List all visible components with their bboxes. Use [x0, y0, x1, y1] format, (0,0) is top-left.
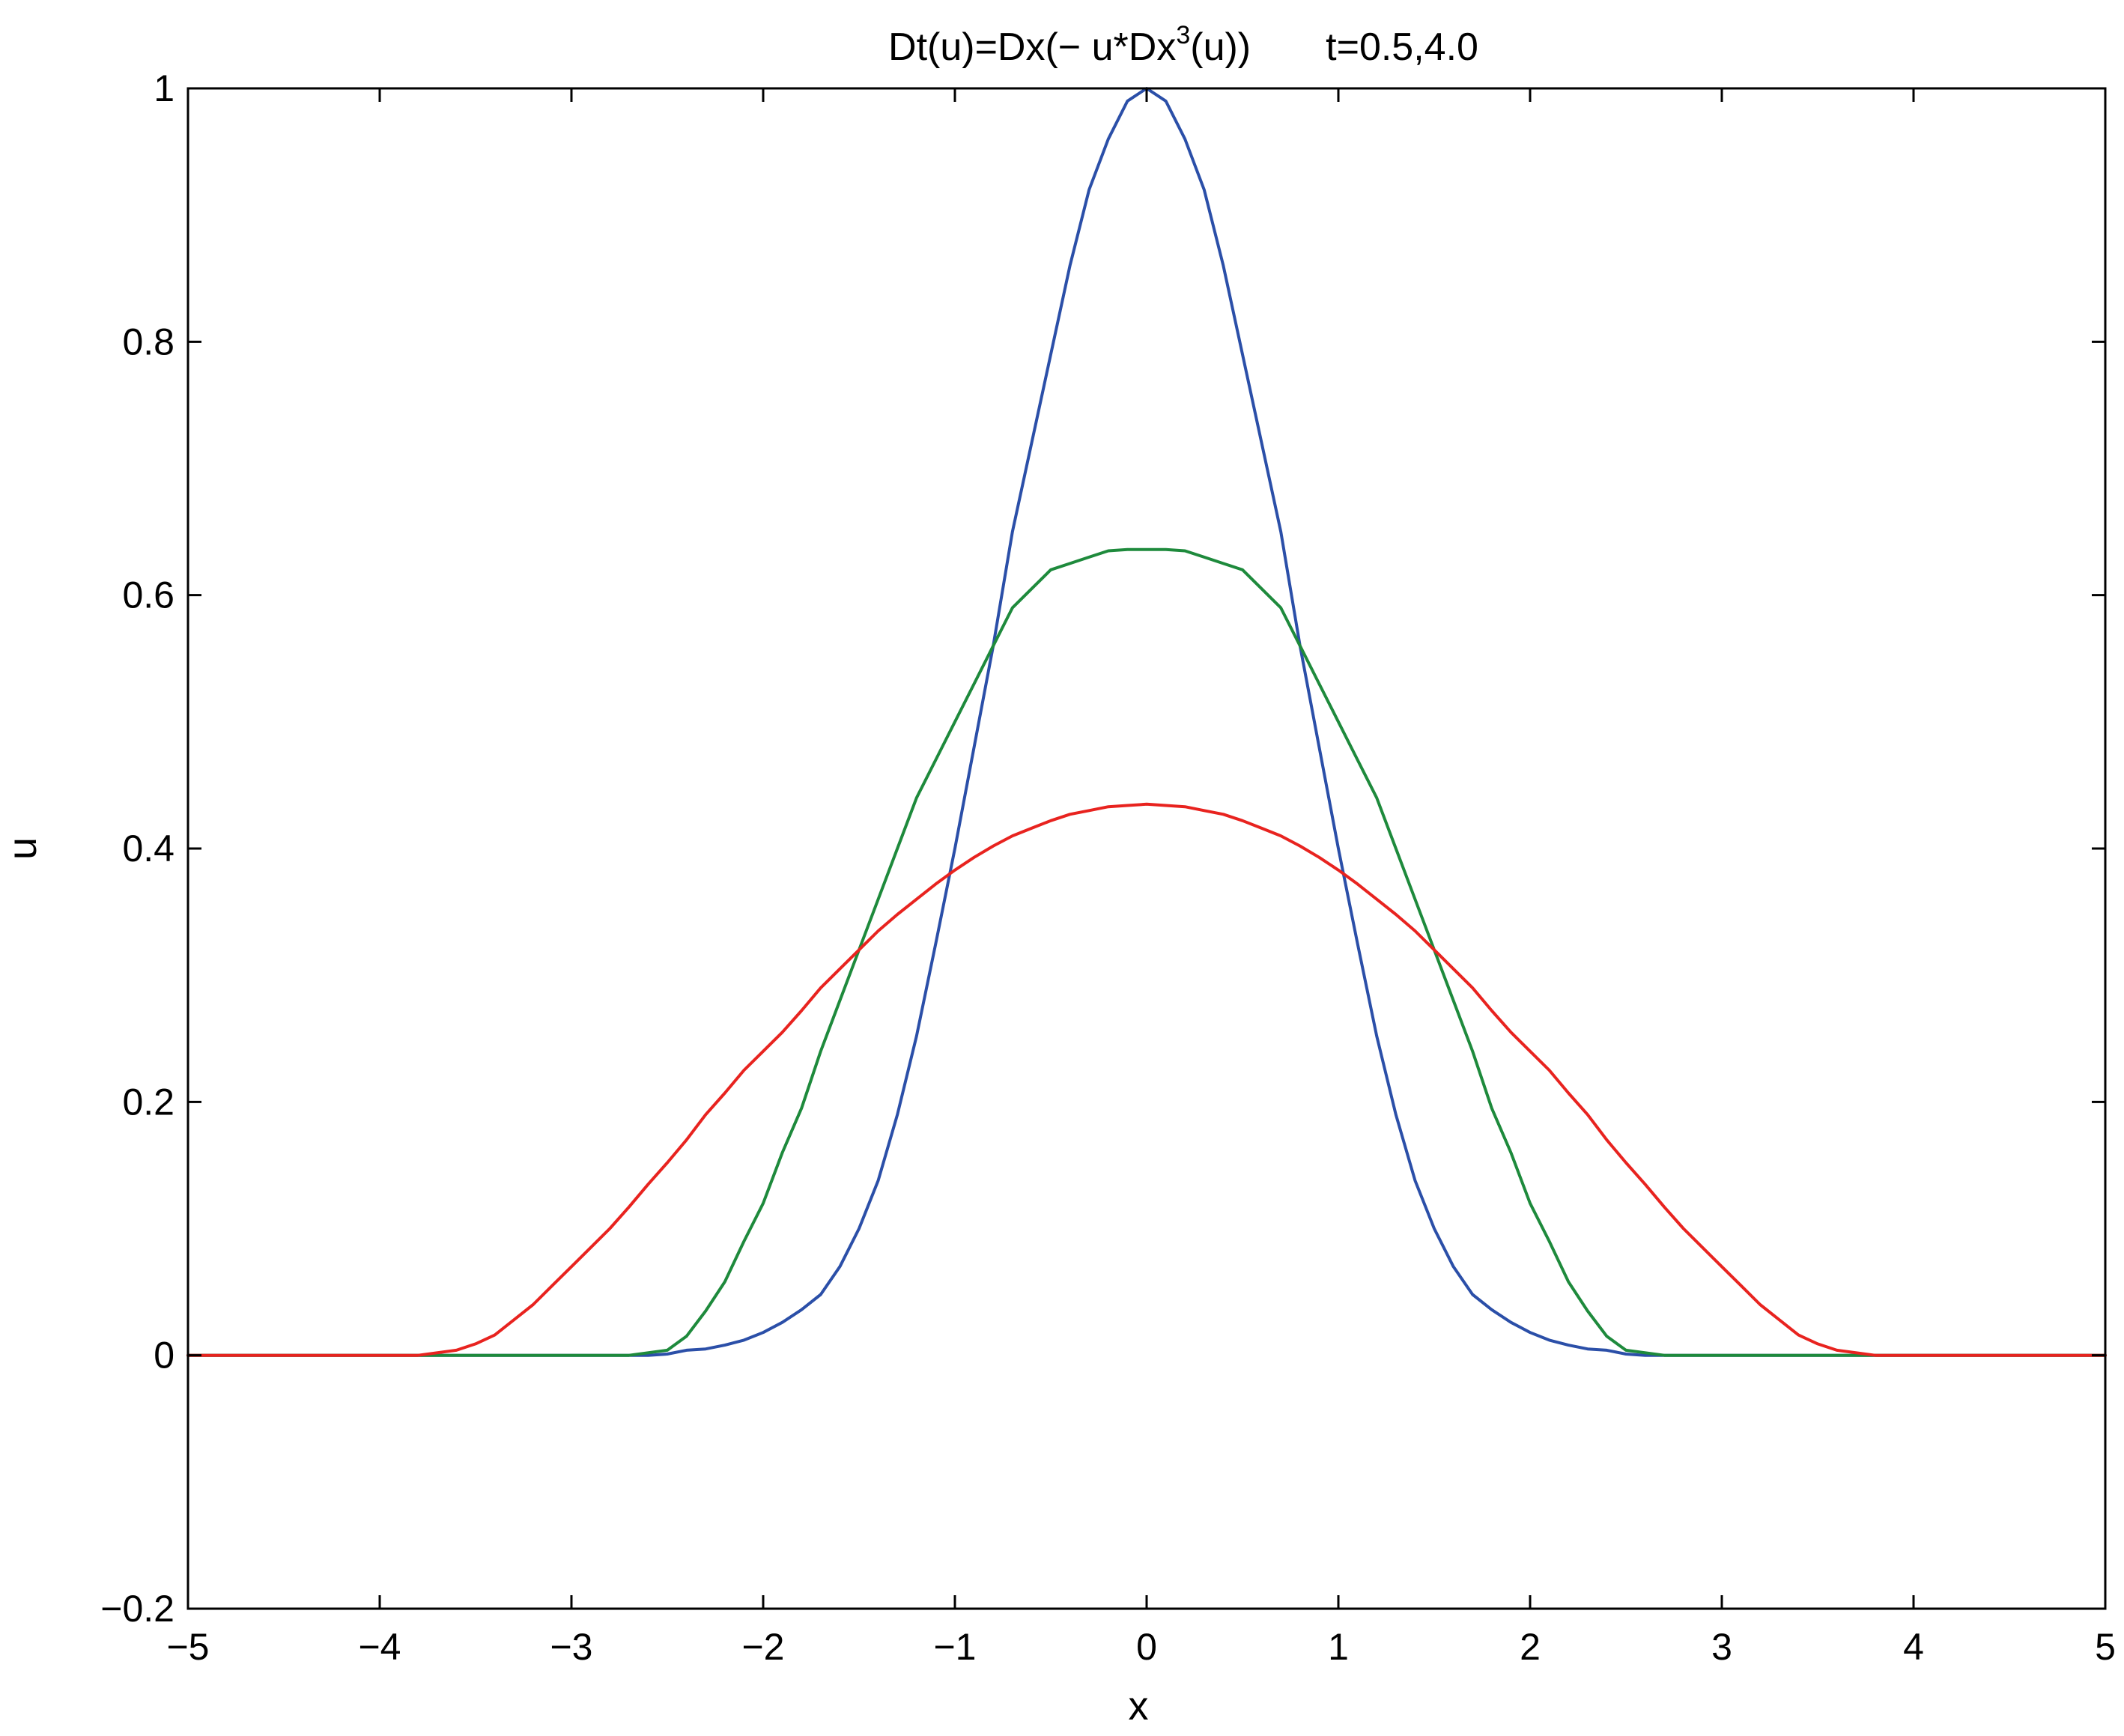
x-tick-label: −4 — [358, 1626, 401, 1668]
x-tick-label: 3 — [1711, 1626, 1732, 1668]
x-axis-label: x — [1129, 1684, 1149, 1729]
y-tick-label: 0 — [154, 1335, 175, 1377]
y-axis-label: u — [0, 837, 45, 860]
x-tick-label: 5 — [2095, 1626, 2116, 1668]
y-tick-label: 0.6 — [122, 574, 175, 616]
y-tick-label: 1 — [154, 67, 175, 109]
plot-frame — [186, 87, 2107, 1610]
y-tick-label: 0.2 — [122, 1081, 175, 1123]
x-tick-label: −3 — [550, 1626, 592, 1668]
x-tick-label: 4 — [1903, 1626, 1924, 1668]
chart-title-superscript: 3 — [1176, 21, 1190, 49]
y-tick-label: −0.2 — [100, 1588, 175, 1630]
x-tick-label: −1 — [933, 1626, 976, 1668]
chart-title: Dt(u)=Dx(− u*Dx3(u)) t=0.5,4.0 — [888, 21, 1478, 69]
series-line-2 — [186, 547, 2107, 1357]
x-tick-label: 1 — [1328, 1626, 1349, 1668]
x-tick-label: −5 — [166, 1626, 209, 1668]
x-tick-label: 0 — [1136, 1626, 1157, 1668]
y-tick-label: 0.8 — [122, 321, 175, 362]
x-tick-label: −2 — [741, 1626, 784, 1668]
tick-layer: −5 −4 −3 −2 −1 0 1 2 3 4 5 −0.2 0 0.2 0.4 0.6 0.8 1 — [100, 67, 2116, 1668]
x-tick-label: 2 — [1520, 1626, 1541, 1668]
y-tick-label: 0.4 — [122, 828, 175, 869]
series-line-3 — [186, 802, 2107, 1357]
chart-title-tail: (u)) — [1190, 25, 1251, 69]
chart-title-main: Dt(u)=Dx(− u*Dx — [888, 25, 1176, 69]
chart-title-time: t=0.5,4.0 — [1326, 25, 1478, 69]
